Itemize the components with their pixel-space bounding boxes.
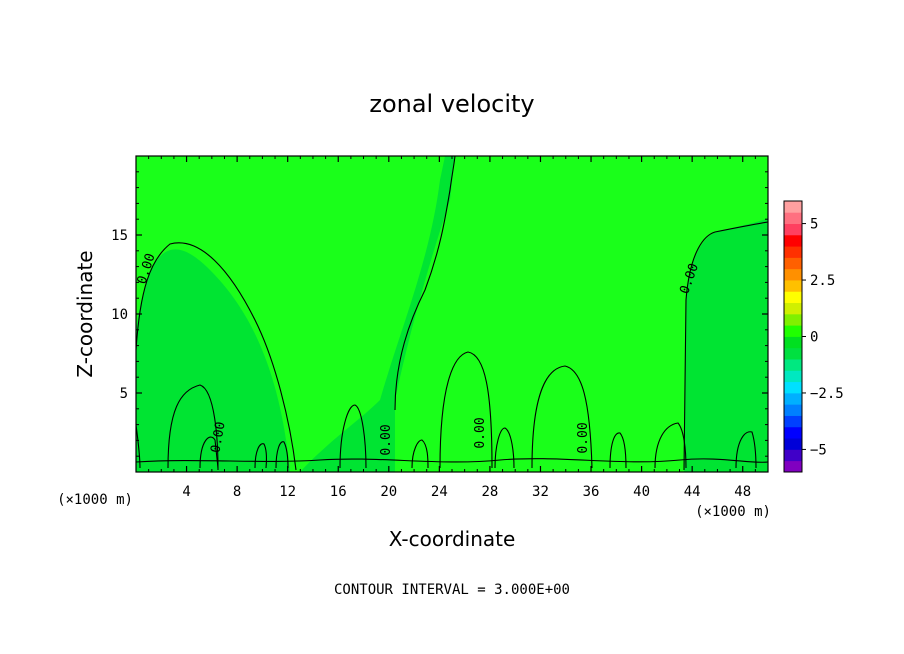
colorbar: 5 2.5 0 −2.5 −5 bbox=[783, 200, 844, 473]
y-tick-label: 15 bbox=[111, 228, 128, 244]
x-unit-left: (×1000 m) bbox=[57, 492, 133, 508]
colorbar-swatch bbox=[784, 325, 802, 337]
x-tick-label: 20 bbox=[380, 484, 397, 500]
colorbar-swatch bbox=[784, 415, 802, 428]
colorbar-tick-label: −2.5 bbox=[810, 386, 844, 402]
plot-area: 0.000.00 0.00 0.000.000.00 bbox=[135, 155, 769, 473]
x-tick-label: 4 bbox=[182, 484, 190, 500]
x-axis-ticks: 4 8 12 16 20 24 28 32 36 40 44 48 bbox=[148, 156, 756, 500]
zero-contour-line bbox=[394, 155, 456, 411]
x-tick-label: 40 bbox=[633, 484, 650, 500]
contour-label: 0.00 bbox=[208, 421, 228, 454]
colorbar-swatch bbox=[784, 449, 802, 462]
zero-contour-line bbox=[609, 432, 627, 469]
zero-contour-line bbox=[254, 443, 268, 469]
y-tick-label: 5 bbox=[120, 386, 128, 402]
colorbar-swatch bbox=[784, 212, 802, 224]
y-axis-ticks: 5 10 15 bbox=[111, 171, 768, 457]
colorbar-tick-label: −5 bbox=[810, 442, 827, 458]
negative-velocity-region bbox=[300, 156, 455, 472]
colorbar-swatch bbox=[784, 302, 802, 315]
y-axis-label: Z-coordinate bbox=[73, 250, 97, 377]
x-tick-label: 48 bbox=[734, 484, 751, 500]
colorbar-swatch bbox=[784, 426, 802, 439]
zero-contour-line bbox=[683, 221, 769, 471]
colorbar-swatch bbox=[784, 336, 802, 349]
x-tick-label: 32 bbox=[532, 484, 549, 500]
zero-contour-line bbox=[654, 422, 687, 469]
x-tick-label: 16 bbox=[330, 484, 347, 500]
colorbar-swatch bbox=[784, 223, 802, 236]
zero-contour-line bbox=[275, 441, 289, 469]
zero-contour-line bbox=[339, 404, 367, 469]
zero-contour-line bbox=[135, 458, 769, 463]
x-tick-label: 44 bbox=[684, 484, 701, 500]
zero-contour-line bbox=[167, 384, 219, 471]
zero-contour-line bbox=[135, 242, 297, 471]
negative-velocity-region bbox=[684, 218, 768, 472]
colorbar-swatch bbox=[784, 201, 802, 213]
contour-label: 0.00 bbox=[473, 417, 488, 448]
contour-label: 0.00 bbox=[379, 424, 394, 455]
colorbar-tick-label: 2.5 bbox=[810, 273, 835, 289]
colorbar-swatch bbox=[784, 438, 802, 450]
negative-velocity-region bbox=[136, 249, 290, 472]
colorbar-swatch bbox=[784, 347, 802, 360]
colorbar-tick-label: 5 bbox=[810, 217, 818, 233]
colorbar-swatch bbox=[784, 392, 802, 405]
contour-interval-text: CONTOUR INTERVAL = 3.000E+00 bbox=[334, 582, 570, 598]
colorbar-swatch bbox=[784, 370, 802, 383]
colorbar-swatch bbox=[784, 313, 802, 326]
zero-contour-line bbox=[494, 427, 515, 469]
colorbar-tick-label: 0 bbox=[810, 330, 818, 346]
x-tick-label: 36 bbox=[583, 484, 600, 500]
x-tick-label: 8 bbox=[233, 484, 241, 500]
zero-contour-line bbox=[199, 436, 219, 469]
colorbar-swatch bbox=[784, 381, 802, 394]
colorbar-swatch bbox=[784, 460, 802, 473]
colorbar-swatch bbox=[784, 291, 802, 304]
colorbar-swatch bbox=[784, 234, 802, 247]
colorbar-swatch bbox=[784, 404, 802, 416]
negative-region-group bbox=[136, 156, 768, 472]
y-tick-label: 10 bbox=[111, 307, 128, 323]
zero-contour-line bbox=[439, 351, 493, 469]
x-tick-label: 28 bbox=[481, 484, 498, 500]
colorbar-swatch bbox=[784, 246, 802, 258]
contour-lines bbox=[135, 155, 769, 471]
chart-title: zonal velocity bbox=[369, 90, 534, 118]
x-tick-label: 24 bbox=[431, 484, 448, 500]
zero-contour-line bbox=[411, 439, 429, 469]
x-tick-label: 12 bbox=[279, 484, 296, 500]
zero-contour-line bbox=[735, 431, 757, 469]
colorbar-swatch bbox=[784, 257, 802, 270]
colorbar-swatch bbox=[784, 359, 802, 371]
x-unit-right: (×1000 m) bbox=[695, 504, 771, 520]
zero-contour-line bbox=[531, 365, 593, 469]
colorbar-swatch bbox=[784, 280, 802, 292]
contour-label: 0.00 bbox=[576, 422, 591, 453]
colorbar-swatch bbox=[784, 268, 802, 281]
x-axis-label: X-coordinate bbox=[389, 527, 516, 551]
